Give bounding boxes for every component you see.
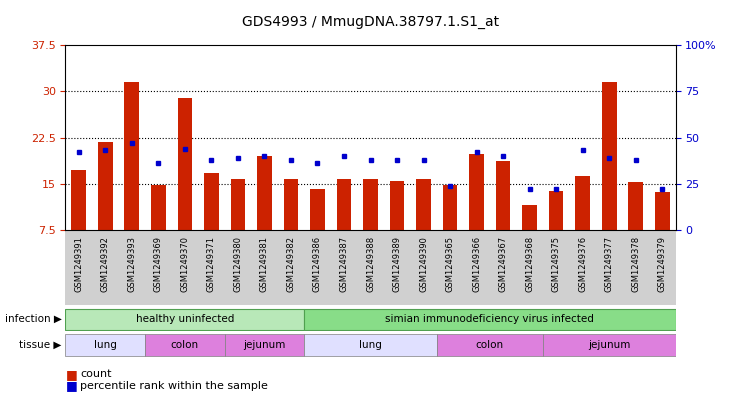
Bar [204, 173, 219, 230]
Text: percentile rank within the sample: percentile rank within the sample [80, 381, 269, 391]
Text: colon: colon [171, 340, 199, 350]
Text: infection ▶: infection ▶ [5, 314, 62, 324]
Bar [304, 309, 676, 330]
Bar [257, 156, 272, 230]
Text: colon: colon [476, 340, 504, 350]
Bar [65, 309, 304, 330]
Bar [225, 334, 304, 356]
Text: lung: lung [359, 340, 382, 350]
Text: count: count [80, 369, 112, 379]
Text: GDS4993 / MmugDNA.38797.1.S1_at: GDS4993 / MmugDNA.38797.1.S1_at [242, 15, 499, 29]
Bar [575, 176, 590, 230]
Bar [549, 191, 563, 230]
Bar [469, 154, 484, 230]
Bar [304, 334, 437, 356]
Bar [71, 170, 86, 230]
Text: jejunum: jejunum [588, 340, 630, 350]
Text: jejunum: jejunum [243, 340, 286, 350]
Bar [65, 334, 145, 356]
Bar [443, 185, 458, 230]
Bar [283, 180, 298, 230]
Bar [98, 142, 112, 230]
Bar [390, 181, 404, 230]
Text: lung: lung [94, 340, 117, 350]
Bar [437, 334, 543, 356]
Bar [496, 161, 510, 230]
Bar [363, 180, 378, 230]
Text: ■: ■ [65, 379, 77, 393]
Bar [543, 334, 676, 356]
Bar [337, 179, 351, 230]
Bar [145, 334, 225, 356]
Bar [655, 192, 670, 230]
Text: healthy uninfected: healthy uninfected [135, 314, 234, 324]
Bar [629, 182, 643, 230]
Text: ■: ■ [65, 367, 77, 381]
Bar [602, 82, 617, 230]
Bar [124, 82, 139, 230]
Bar [231, 179, 246, 230]
Bar [151, 185, 166, 230]
Bar [310, 189, 325, 230]
Text: tissue ▶: tissue ▶ [19, 340, 62, 350]
Bar [522, 205, 537, 230]
Bar [417, 179, 431, 230]
Text: simian immunodeficiency virus infected: simian immunodeficiency virus infected [385, 314, 594, 324]
Bar [178, 97, 192, 230]
